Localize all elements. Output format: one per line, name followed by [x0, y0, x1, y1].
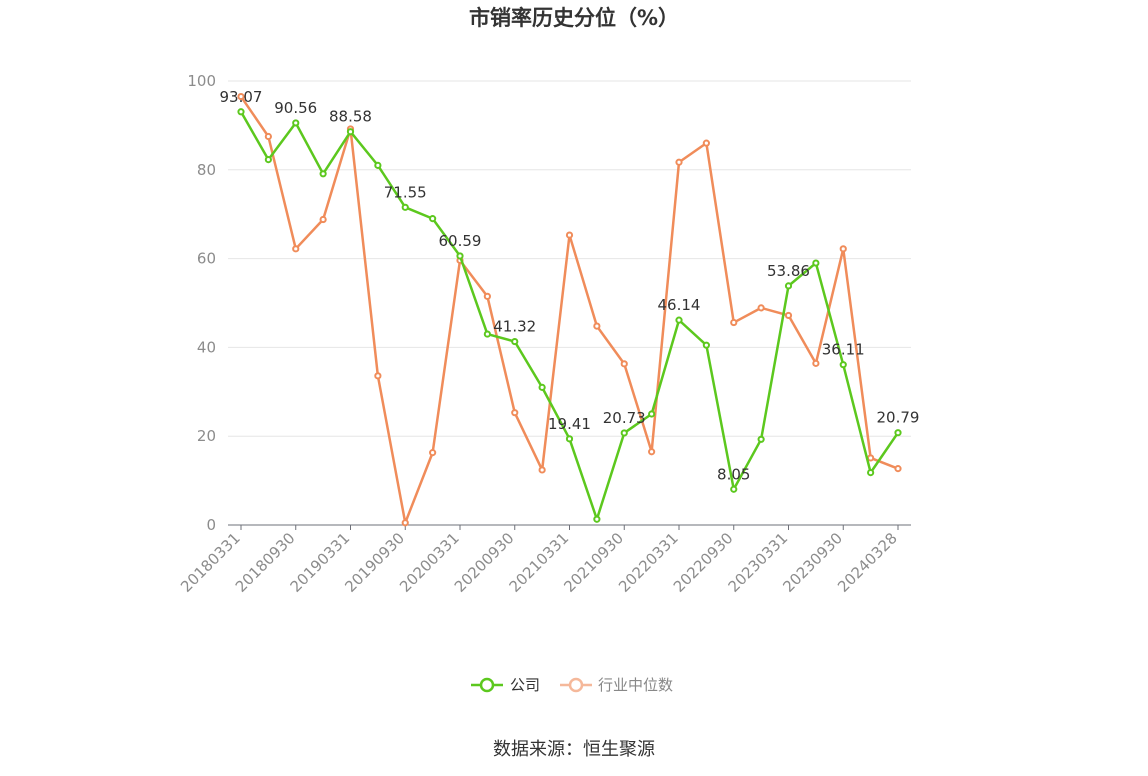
data-label: 19.41 — [548, 415, 591, 433]
data-point — [784, 311, 793, 320]
data-point — [538, 383, 546, 391]
legend-marker — [568, 677, 584, 693]
data-point — [319, 170, 327, 178]
data-point — [675, 158, 683, 166]
data-point — [675, 316, 683, 324]
data-point — [620, 360, 628, 368]
data-label: 93.07 — [220, 88, 263, 106]
data-label: 20.73 — [603, 409, 646, 427]
data-point — [593, 515, 601, 523]
series-layer — [237, 92, 902, 527]
series-company — [237, 108, 902, 523]
legend: 公司 行业中位数 — [471, 676, 673, 694]
data-point — [237, 92, 245, 101]
data-point — [538, 466, 546, 474]
data-point — [511, 409, 519, 417]
chart-title: 市销率历史分位（%） — [469, 6, 679, 30]
y-tick-label: 0 — [206, 516, 216, 534]
data-point — [565, 435, 574, 443]
data-label: 60.59 — [439, 232, 482, 250]
data-label: 88.58 — [329, 108, 372, 126]
data-point — [401, 203, 409, 211]
y-axis: 0 20 40 60 80 100 — [187, 72, 216, 534]
series-line — [239, 95, 899, 525]
data-point — [511, 337, 519, 346]
data-point — [702, 341, 710, 349]
data-point — [483, 330, 491, 338]
data-label: 36.11 — [822, 341, 865, 359]
data-point — [565, 231, 574, 239]
data-point — [839, 361, 847, 369]
data-labels: 93.07 90.56 88.58 71.55 60.59 41.32 19.41 20.73… — [220, 88, 920, 483]
data-point — [784, 282, 793, 290]
series-line — [239, 111, 900, 521]
data-point — [264, 132, 272, 141]
data-point — [429, 449, 437, 457]
data-point — [757, 435, 765, 443]
data-point — [702, 139, 710, 147]
data-point — [593, 322, 601, 330]
grid-lines — [228, 80, 911, 437]
data-point — [867, 454, 875, 462]
source-note: 数据来源：恒生聚源 — [493, 739, 655, 760]
legend-item-company: 公司 — [471, 676, 540, 694]
data-point — [867, 469, 875, 477]
data-point — [812, 259, 820, 267]
y-tick-label: 40 — [197, 338, 216, 356]
data-point — [319, 215, 327, 224]
data-point — [648, 448, 656, 456]
data-point — [483, 292, 491, 300]
data-label: 46.14 — [658, 296, 701, 314]
data-point — [648, 410, 656, 418]
y-tick-label: 100 — [187, 72, 216, 90]
data-label: 71.55 — [384, 183, 427, 201]
x-tick-label: 20240328 — [834, 529, 901, 596]
data-point — [401, 519, 409, 527]
data-label: 53.86 — [767, 262, 810, 280]
legend-marker — [479, 677, 495, 693]
data-label: 90.56 — [274, 99, 317, 117]
data-point — [757, 304, 765, 312]
y-tick-label: 80 — [197, 161, 216, 179]
data-point — [429, 215, 437, 223]
data-point — [839, 245, 847, 253]
legend-item-industry-median: 行业中位数 — [560, 676, 673, 694]
data-point — [374, 372, 382, 380]
data-point — [894, 429, 902, 437]
data-point — [292, 245, 300, 253]
data-point — [730, 485, 738, 493]
data-point — [894, 465, 902, 473]
data-point — [456, 252, 464, 260]
data-point — [374, 161, 382, 169]
data-label: 8.05 — [717, 465, 750, 483]
series-industry-median — [237, 92, 902, 527]
y-tick-label: 20 — [197, 427, 216, 445]
data-label: 41.32 — [493, 318, 536, 336]
x-axis: 2018033120180930201903312019093020200331… — [177, 524, 911, 596]
data-point — [292, 119, 300, 127]
legend-label: 行业中位数 — [598, 676, 673, 694]
data-point — [620, 429, 628, 437]
y-tick-label: 60 — [197, 250, 216, 268]
data-point — [264, 155, 272, 164]
data-point — [346, 128, 355, 136]
data-label: 20.79 — [877, 409, 920, 427]
legend-label: 公司 — [510, 676, 540, 694]
data-point — [730, 318, 738, 327]
data-point — [237, 108, 245, 116]
data-point — [812, 359, 820, 367]
